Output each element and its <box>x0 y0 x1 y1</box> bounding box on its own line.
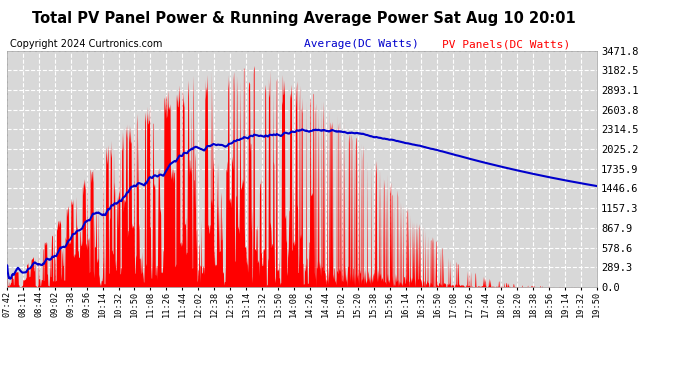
Text: Copyright 2024 Curtronics.com: Copyright 2024 Curtronics.com <box>10 39 163 50</box>
Text: Average(DC Watts): Average(DC Watts) <box>304 39 418 50</box>
Text: Total PV Panel Power & Running Average Power Sat Aug 10 20:01: Total PV Panel Power & Running Average P… <box>32 11 575 26</box>
Text: PV Panels(DC Watts): PV Panels(DC Watts) <box>442 39 570 50</box>
